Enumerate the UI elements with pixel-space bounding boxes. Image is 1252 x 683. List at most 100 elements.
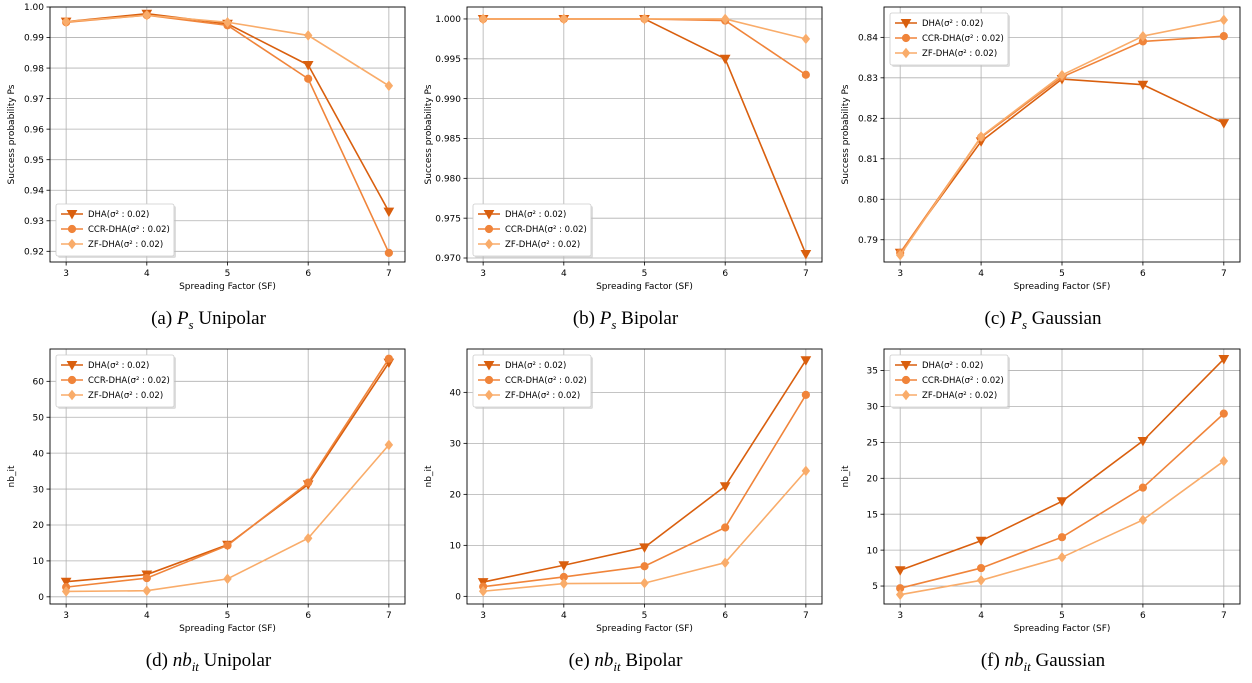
y-tick-label-c-1: 0.80 xyxy=(858,195,878,205)
x-tick-label-c-2: 5 xyxy=(1059,269,1065,279)
legend-e: DHA(σ² : 0.02) CCR-DHA(σ² : 0.02) ZF-DHA(σ… xyxy=(472,354,593,409)
x-tick-label-e-0: 3 xyxy=(480,611,486,621)
legend-marker-b-1 xyxy=(484,224,494,234)
legend-marker-c-1 xyxy=(901,33,911,43)
caption-label-a: (a) xyxy=(151,308,177,329)
data-point-d-1-3 xyxy=(304,478,313,487)
x-tick-label-f-0: 3 xyxy=(897,611,903,621)
y-tick-label-e-1: 10 xyxy=(450,542,462,552)
data-point-f-2-3 xyxy=(1138,514,1148,526)
y-tick-label-a-1: 0.93 xyxy=(24,217,44,227)
legend-label-d-1: CCR-DHA(σ² : 0.02) xyxy=(88,376,170,386)
data-point-a-2-2 xyxy=(223,16,232,28)
data-point-b-0-3 xyxy=(719,54,731,65)
x-tick-label-a-4: 7 xyxy=(386,269,392,279)
caption-symbol-c: P xyxy=(1010,308,1022,329)
data-point-e-1-3 xyxy=(721,523,730,532)
y-axis-label-e: nb_it xyxy=(424,465,434,487)
x-tick-label-c-1: 4 xyxy=(978,269,984,279)
chart-panel-e: 3 4 5 6 7 0 10 20 30 40 Spreading Factor (SF) nb_it… xyxy=(417,342,834,683)
chart-f: 3 4 5 6 7 5 10 15 20 25 30 35 Spreading Factor (SF) n… xyxy=(841,348,1241,634)
y-axis-label-d: nb_it xyxy=(7,465,17,487)
data-point-d-1-4 xyxy=(384,354,393,363)
legend-marker-d-0 xyxy=(66,361,78,371)
legend-label-b-1: CCR-DHA(σ² : 0.02) xyxy=(505,225,587,235)
data-point-a-2-1 xyxy=(142,9,152,21)
caption-text-c: Gaussian xyxy=(1027,308,1102,329)
legend-marker-d-1 xyxy=(67,375,77,385)
x-tick-label-e-4: 7 xyxy=(803,611,809,621)
y-tick-label-d-1: 10 xyxy=(33,557,45,567)
y-tick-label-a-4: 0.96 xyxy=(24,125,44,135)
data-point-b-2-1 xyxy=(559,13,569,25)
y-tick-label-d-3: 30 xyxy=(33,485,45,495)
legend-f: DHA(σ² : 0.02) CCR-DHA(σ² : 0.02) ZF-DHA(σ… xyxy=(889,354,1010,409)
data-point-c-2-0 xyxy=(895,249,905,261)
data-point-e-1-4 xyxy=(801,390,810,400)
x-tick-label-f-1: 4 xyxy=(978,611,984,621)
series-c-2 xyxy=(895,14,1229,261)
data-point-b-1-4 xyxy=(801,70,810,79)
x-tick-label-e-1: 4 xyxy=(561,611,567,621)
x-tick-label-d-0: 3 xyxy=(63,611,69,621)
x-tick-label-a-0: 3 xyxy=(63,269,69,279)
legend-label-b-0: DHA(σ² : 0.02) xyxy=(505,210,566,220)
y-tick-label-b-5: 0.995 xyxy=(435,55,461,65)
x-tick-label-e-2: 5 xyxy=(642,611,648,621)
caption-subscript-c: s xyxy=(1021,316,1028,332)
data-point-f-1-1 xyxy=(976,563,986,573)
data-point-a-2-4 xyxy=(384,80,394,92)
legend-a: DHA(σ² : 0.02) CCR-DHA(σ² : 0.02) ZF-DHA(σ… xyxy=(55,203,176,258)
y-tick-label-d-2: 20 xyxy=(33,521,45,531)
caption-label-d: (d) xyxy=(145,650,173,671)
data-point-e-0-2 xyxy=(639,543,650,553)
x-axis-label-a: Spreading Factor (SF) xyxy=(179,282,276,292)
legend-label-e-0: DHA(σ² : 0.02) xyxy=(505,361,566,371)
caption-subscript-a: s xyxy=(188,316,194,332)
y-tick-label-f-4: 25 xyxy=(867,439,878,449)
x-axis-label-e: Spreading Factor (SF) xyxy=(596,624,693,634)
x-tick-label-b-0: 3 xyxy=(480,269,486,279)
data-point-a-2-3 xyxy=(303,30,313,41)
legend-marker-e-2 xyxy=(484,389,494,401)
caption-subscript-d: it xyxy=(191,658,199,674)
legend-box-e xyxy=(472,354,592,408)
data-point-d-2-4 xyxy=(384,439,394,451)
legend-label-f-0: DHA(σ² : 0.02) xyxy=(922,361,983,371)
chart-c: 3 4 5 6 7 0.79 0.80 0.81 0.82 0.83 0.84 Spreading F… xyxy=(841,6,1241,292)
series-a-2 xyxy=(61,9,394,92)
legend-label-f-1: CCR-DHA(σ² : 0.02) xyxy=(922,376,1004,386)
data-point-b-2-3 xyxy=(720,13,730,25)
y-axis-label-c: Success probability Ps xyxy=(841,84,851,184)
data-point-f-1-3 xyxy=(1138,483,1148,492)
legend-marker-e-1 xyxy=(484,375,494,385)
series-e-2 xyxy=(478,465,811,597)
x-tick-label-a-1: 4 xyxy=(144,269,150,279)
series-f-0 xyxy=(894,355,1230,576)
legend-label-c-2: ZF-DHA(σ² : 0.02) xyxy=(922,49,997,59)
series-e-0 xyxy=(477,356,812,588)
legend-label-b-2: ZF-DHA(σ² : 0.02) xyxy=(505,240,580,250)
caption-symbol-f: nb xyxy=(1004,650,1024,671)
caption-text-b: Bipolar xyxy=(616,308,679,329)
x-tick-label-a-2: 5 xyxy=(225,269,231,279)
legend-marker-d-2 xyxy=(67,389,77,401)
series-f-2 xyxy=(895,455,1229,600)
legend-label-d-0: DHA(σ² : 0.02) xyxy=(88,361,149,371)
legend-c: DHA(σ² : 0.02) CCR-DHA(σ² : 0.02) ZF-DHA(σ… xyxy=(889,12,1010,67)
data-point-e-1-2 xyxy=(640,562,649,571)
x-axis-label-c: Spreading Factor (SF) xyxy=(1014,282,1111,292)
legend-d: DHA(σ² : 0.02) CCR-DHA(σ² : 0.02) ZF-DHA(σ… xyxy=(55,354,176,409)
y-axis-label-a: Success probability Ps xyxy=(7,84,17,184)
caption-e: (e) nbit Bipolar xyxy=(417,650,834,675)
data-point-b-2-4 xyxy=(801,33,811,45)
legend-label-c-1: CCR-DHA(σ² : 0.02) xyxy=(922,34,1004,44)
x-tick-label-d-3: 6 xyxy=(305,611,311,621)
data-point-d-0-0 xyxy=(60,577,72,588)
caption-text-e: Bipolar xyxy=(620,650,683,671)
caption-subscript-f: it xyxy=(1023,658,1031,674)
series-d-2 xyxy=(61,439,394,597)
x-tick-label-b-3: 6 xyxy=(722,269,728,279)
legend-box-b xyxy=(472,203,592,257)
y-tick-label-f-2: 15 xyxy=(867,510,878,520)
